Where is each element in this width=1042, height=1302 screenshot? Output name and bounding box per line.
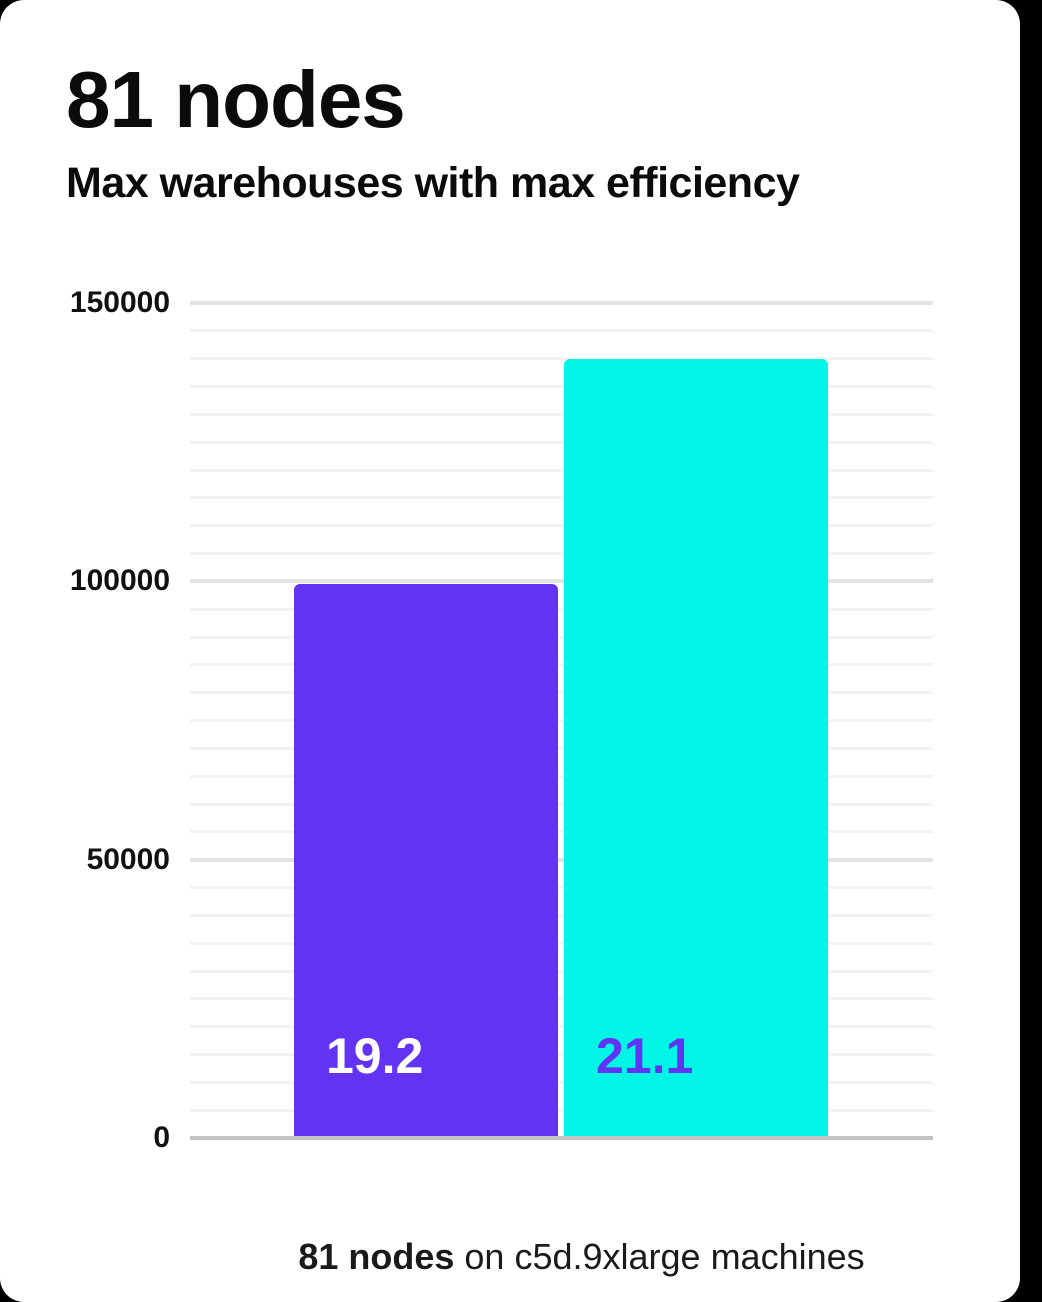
major-gridline xyxy=(190,301,933,305)
y-axis-tick-label: 0 xyxy=(153,1121,170,1154)
minor-gridline xyxy=(190,663,933,667)
minor-gridline xyxy=(190,524,933,528)
minor-gridline xyxy=(190,941,933,945)
major-gridline xyxy=(190,857,933,862)
minor-gridline xyxy=(190,886,933,889)
caption-regular-text: on c5d.9xlarge machines xyxy=(454,1236,865,1277)
minor-gridline xyxy=(190,1053,933,1056)
minor-gridline xyxy=(190,412,933,416)
minor-gridline xyxy=(190,357,933,361)
bar-chart: 0 50000 100000 150000 19.2 21.1 xyxy=(69,286,933,1154)
y-axis-tick-label: 100000 xyxy=(69,564,170,598)
major-gridline xyxy=(190,579,933,584)
chart-bar-21.1 xyxy=(564,358,828,1136)
chart-caption: 81 nodes on c5d.9xlarge machines xyxy=(190,1194,933,1302)
minor-gridline xyxy=(190,913,933,917)
x-axis-baseline xyxy=(190,1136,933,1140)
caption-bold-text: 81 nodes xyxy=(298,1236,455,1277)
chart-title: 81 nodes xyxy=(66,55,406,144)
minor-gridline xyxy=(190,997,933,1001)
bar-value-label: 19.2 xyxy=(326,1028,424,1084)
chart-card: 81 nodes Max warehouses with max efficie… xyxy=(0,0,1020,1302)
y-axis-tick-label: 150000 xyxy=(69,286,170,319)
minor-gridline xyxy=(190,691,933,695)
minor-gridline xyxy=(190,969,933,973)
minor-gridline xyxy=(190,329,933,333)
minor-gridline xyxy=(190,440,933,444)
chart-bar-19.2 xyxy=(294,584,558,1136)
minor-gridline xyxy=(190,635,933,639)
minor-gridline xyxy=(190,774,933,778)
minor-gridline xyxy=(190,746,933,750)
chart-subtitle: Max warehouses with max efficiency xyxy=(66,159,800,207)
minor-gridline xyxy=(190,1080,933,1084)
bar-value-label: 21.1 xyxy=(596,1028,694,1084)
minor-gridline xyxy=(190,385,933,388)
minor-gridline xyxy=(190,830,933,834)
y-axis-tick-label: 50000 xyxy=(86,842,170,876)
minor-gridline xyxy=(190,802,933,806)
minor-gridline xyxy=(190,1108,933,1112)
minor-gridline xyxy=(190,719,933,722)
minor-gridline xyxy=(190,468,933,472)
minor-gridline xyxy=(190,496,933,500)
minor-gridline xyxy=(190,1025,933,1029)
minor-gridline xyxy=(190,552,933,555)
minor-gridline xyxy=(190,607,933,611)
